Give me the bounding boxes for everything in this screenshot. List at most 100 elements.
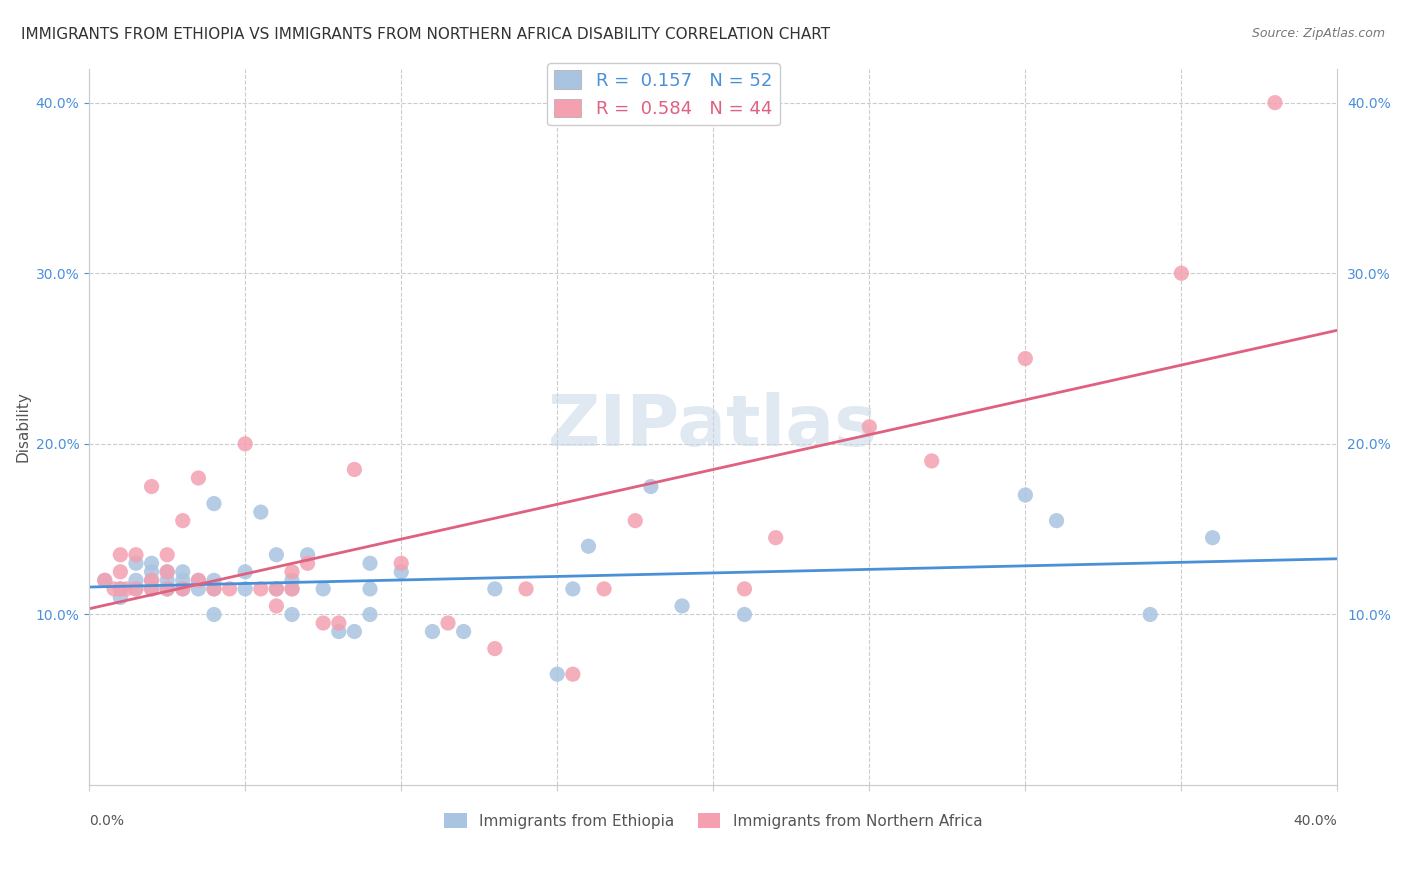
Point [389,565,412,579]
Point [484,582,506,596]
Point [187,574,209,588]
Point [125,582,148,596]
Point [422,624,444,639]
Point [389,556,412,570]
Point [141,479,163,493]
Point [110,582,132,596]
Point [156,565,179,579]
Point [202,607,225,622]
Point [103,582,125,596]
Point [1170,266,1192,280]
Point [1201,531,1223,545]
Point [94,574,117,588]
Point [110,582,132,596]
Point [172,565,194,579]
Point [640,479,662,493]
Point [453,624,475,639]
Point [110,565,132,579]
Point [125,556,148,570]
Point [266,599,288,613]
Legend: Immigrants from Ethiopia, Immigrants from Northern Africa: Immigrants from Ethiopia, Immigrants fro… [439,806,988,835]
Point [297,548,319,562]
Point [765,531,787,545]
Point [1014,351,1036,366]
Point [187,471,209,485]
Point [141,556,163,570]
Point [281,582,304,596]
Point [141,565,163,579]
Point [515,582,537,596]
Point [94,574,117,588]
Point [561,667,583,681]
Point [858,419,880,434]
Point [233,582,256,596]
Point [233,437,256,451]
Point [156,582,179,596]
Point [249,582,271,596]
Point [266,582,288,596]
Point [359,582,381,596]
Point [125,548,148,562]
Point [578,539,600,553]
Point [1014,488,1036,502]
Point [484,641,506,656]
Point [593,582,616,596]
Point [281,582,304,596]
Point [359,607,381,622]
Point [297,556,319,570]
Point [125,574,148,588]
Text: 40.0%: 40.0% [1294,814,1337,828]
Point [141,574,163,588]
Point [266,548,288,562]
Point [546,667,568,681]
Point [172,514,194,528]
Point [266,582,288,596]
Point [343,462,366,476]
Point [921,454,943,468]
Point [202,582,225,596]
Point [437,615,460,630]
Point [156,582,179,596]
Point [156,582,179,596]
Point [187,582,209,596]
Point [202,497,225,511]
Point [343,624,366,639]
Point [110,591,132,605]
Point [187,574,209,588]
Point [156,565,179,579]
Point [734,582,756,596]
Point [218,582,240,596]
Point [141,582,163,596]
Point [125,582,148,596]
Point [249,505,271,519]
Point [312,582,335,596]
Point [202,574,225,588]
Point [281,607,304,622]
Point [156,548,179,562]
Point [141,582,163,596]
Text: 0.0%: 0.0% [89,814,124,828]
Text: IMMIGRANTS FROM ETHIOPIA VS IMMIGRANTS FROM NORTHERN AFRICA DISABILITY CORRELATI: IMMIGRANTS FROM ETHIOPIA VS IMMIGRANTS F… [21,27,830,42]
Point [359,556,381,570]
Point [141,574,163,588]
Point [110,548,132,562]
Point [172,582,194,596]
Point [202,582,225,596]
Point [115,582,138,596]
Point [624,514,647,528]
Point [233,565,256,579]
Point [1045,514,1067,528]
Text: ZIPatlas: ZIPatlas [548,392,879,461]
Point [172,574,194,588]
Point [1264,95,1286,110]
Point [281,574,304,588]
Point [156,574,179,588]
Point [561,582,583,596]
Y-axis label: Disability: Disability [15,392,30,462]
Point [328,615,350,630]
Text: Source: ZipAtlas.com: Source: ZipAtlas.com [1251,27,1385,40]
Point [671,599,693,613]
Point [172,582,194,596]
Point [328,624,350,639]
Point [312,615,335,630]
